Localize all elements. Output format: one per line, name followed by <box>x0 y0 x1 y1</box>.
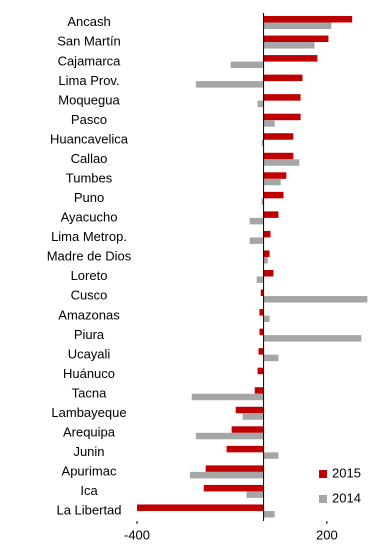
category-label: Tumbes <box>66 171 113 186</box>
bar <box>226 445 264 453</box>
bar <box>263 152 294 160</box>
bar <box>263 22 332 29</box>
legend-swatch <box>319 470 327 478</box>
bar <box>254 387 264 394</box>
bar <box>249 237 264 244</box>
category-label: Callao <box>71 151 108 166</box>
category-label: Lima Prov. <box>58 73 119 88</box>
bar <box>263 35 329 43</box>
bar <box>263 172 287 179</box>
category-label: Ayacucho <box>61 210 118 225</box>
bar <box>259 328 264 336</box>
bar <box>263 270 274 277</box>
bar <box>189 471 264 479</box>
category-label: Ancash <box>67 14 110 29</box>
bar <box>203 484 264 492</box>
category-label: Ica <box>80 483 98 498</box>
bar <box>258 348 264 355</box>
bar <box>263 315 270 323</box>
bar <box>263 354 279 362</box>
bar <box>263 55 318 62</box>
legend-swatch <box>319 495 327 503</box>
bar <box>263 159 300 166</box>
category-label: Moquegua <box>58 92 120 107</box>
bar <box>257 367 264 375</box>
bar <box>263 42 315 49</box>
category-label: La Libertad <box>56 503 121 518</box>
category-label: Madre de Dios <box>47 249 132 264</box>
bar <box>263 178 281 186</box>
bar <box>205 465 264 472</box>
bar <box>263 191 284 199</box>
bar <box>263 113 301 121</box>
bar <box>230 61 264 69</box>
bar <box>263 452 279 459</box>
category-label: Lambayeque <box>51 405 126 420</box>
category-label: Loreto <box>71 268 108 283</box>
bar <box>231 426 264 433</box>
bar <box>260 289 264 297</box>
bar <box>259 309 264 316</box>
category-label: Pasco <box>71 112 107 127</box>
bar <box>263 335 362 342</box>
bar <box>256 276 264 283</box>
bar <box>249 217 264 225</box>
bar <box>137 504 264 511</box>
bar <box>263 510 275 518</box>
bar <box>263 74 303 82</box>
bar <box>261 198 264 205</box>
bar <box>263 120 275 127</box>
bar <box>263 16 353 23</box>
bar <box>263 133 294 140</box>
category-label: San Martín <box>57 34 121 49</box>
bar <box>242 413 264 420</box>
bar <box>235 406 264 414</box>
category-label: Junin <box>73 444 104 459</box>
category-label: Huancavelica <box>50 131 129 146</box>
bar <box>195 81 264 88</box>
category-label: Arequipa <box>63 425 116 440</box>
legend-label: 2014 <box>332 490 361 505</box>
bar <box>195 432 264 440</box>
legend-label: 2015 <box>332 465 361 480</box>
bar <box>191 393 264 401</box>
bar <box>246 491 264 498</box>
bar <box>263 211 279 218</box>
category-label: Huánuco <box>63 366 115 381</box>
bar <box>263 256 268 264</box>
category-label: Puno <box>74 190 104 205</box>
bar <box>257 100 264 108</box>
category-label: Apurimac <box>62 464 117 479</box>
category-label: Amazonas <box>58 307 120 322</box>
bar <box>263 94 301 101</box>
bar <box>263 230 271 238</box>
x-tick-label: -400 <box>124 527 150 542</box>
category-label: Ucayali <box>68 346 111 361</box>
category-label: Piura <box>74 327 105 342</box>
bar <box>261 139 264 147</box>
category-label: Tacna <box>72 385 107 400</box>
category-label: Lima Metrop. <box>51 229 127 244</box>
bar <box>263 296 368 303</box>
category-label: Cusco <box>71 288 108 303</box>
category-label: Cajamarca <box>58 53 122 68</box>
x-tick-label: 200 <box>316 527 338 542</box>
bar <box>263 250 270 257</box>
